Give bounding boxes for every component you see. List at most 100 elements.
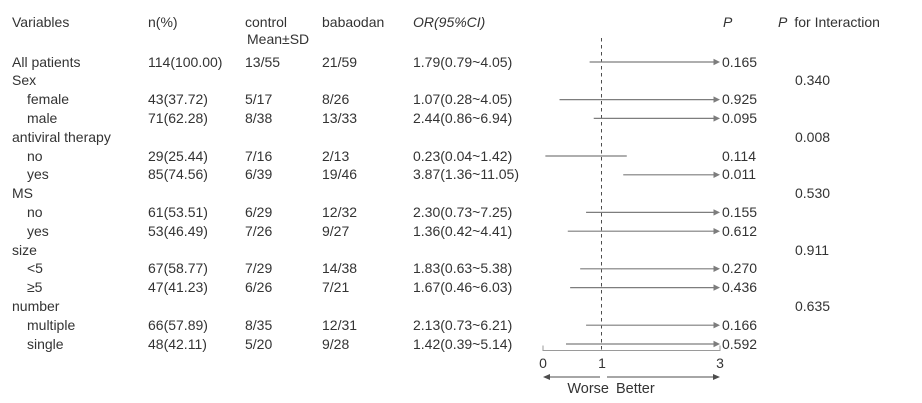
table-row-ms-yes: yes 53(46.49) 7/26 9/27 1.36(0.42~4.41) …: [0, 222, 922, 241]
row-or-ci: 2.13(0.73~6.21): [413, 316, 513, 333]
row-label: number: [12, 297, 60, 314]
row-babaodan-value: 9/28: [322, 335, 350, 352]
row-label: Sex: [12, 72, 37, 89]
column-header-n-pct: n(%): [148, 14, 178, 30]
row-p-value: 0.114: [722, 147, 756, 164]
table-row-male: male 71(62.28) 8/38 13/33 2.44(0.86~6.94…: [0, 109, 922, 128]
row-n-pct: 43(37.72): [148, 91, 208, 108]
table-row-group-number: number 0.635: [0, 297, 922, 316]
row-babaodan-value: 12/32: [322, 203, 358, 220]
row-or-ci: 1.42(0.39~5.14): [413, 335, 513, 352]
row-or-ci: 1.07(0.28~4.05): [413, 91, 513, 108]
row-babaodan-value: 13/33: [322, 109, 358, 126]
column-header-variables: Variables: [12, 14, 70, 30]
row-babaodan-value: 2/13: [322, 147, 350, 164]
column-header-mean-sd: Mean±SD: [247, 31, 310, 47]
row-control-value: 8/35: [245, 316, 273, 333]
worse-label: Worse: [567, 381, 609, 397]
table-row-ms-no: no 61(53.51) 6/29 12/32 2.30(0.73~7.25) …: [0, 203, 922, 222]
row-control-value: 5/20: [245, 335, 273, 352]
row-or-ci: 2.30(0.73~7.25): [413, 203, 513, 220]
row-label: no: [27, 203, 43, 220]
column-header-or-ci: OR(95%CI): [413, 14, 486, 30]
row-or-ci: 1.36(0.42~4.41): [413, 222, 513, 239]
row-label: male: [27, 109, 58, 126]
row-control-value: 7/26: [245, 222, 273, 239]
table-row-number-multiple: multiple 66(57.89) 8/35 12/31 2.13(0.73~…: [0, 316, 922, 335]
row-label: MS: [12, 185, 33, 202]
better-label: Better: [615, 381, 655, 397]
table-row-female: female 43(37.72) 5/17 8/26 1.07(0.28~4.0…: [0, 90, 922, 109]
direction-arrows: [543, 374, 720, 380]
row-p-value: 0.436: [722, 279, 758, 296]
row-or-ci: 2.44(0.86~6.94): [413, 109, 513, 126]
table-row-group-sex: Sex 0.340: [0, 71, 922, 90]
table-row-group-size: size 0.911: [0, 241, 922, 260]
row-n-pct: 61(53.51): [148, 203, 208, 220]
row-babaodan-value: 9/27: [322, 222, 350, 239]
row-n-pct: 85(74.56): [148, 166, 208, 183]
table-row-all-patients: All patients 114(100.00) 13/55 21/59 1.7…: [0, 53, 922, 72]
row-or-ci: 0.23(0.04~1.42): [413, 147, 513, 164]
row-label: female: [27, 91, 70, 108]
table-row-size-ge5: ≥5 47(41.23) 6/26 7/21 1.67(0.46~6.03) 0…: [0, 278, 922, 297]
column-header-control: control: [245, 14, 288, 30]
row-p-value: 0.011: [722, 166, 756, 183]
row-n-pct: 29(25.44): [148, 147, 208, 164]
row-label: no: [27, 147, 43, 164]
row-n-pct: 48(42.11): [148, 335, 207, 352]
row-p-value: 0.166: [722, 316, 758, 333]
row-babaodan-value: 14/38: [322, 260, 358, 277]
x-tick-0: 0: [539, 355, 547, 371]
row-label: ≥5: [27, 279, 43, 296]
row-n-pct: 66(57.89): [148, 316, 208, 333]
row-p-value: 0.592: [722, 335, 758, 352]
table-row-antiviral-no: no 29(25.44) 7/16 2/13 0.23(0.04~1.42) 0…: [0, 147, 922, 166]
row-p-interaction: 0.530: [795, 185, 831, 202]
p-symbol: P: [778, 14, 788, 30]
p-for-interaction-text: for Interaction: [794, 14, 880, 30]
row-label: yes: [27, 166, 49, 183]
x-tick-1: 1: [598, 355, 606, 371]
worse-arrow-head-icon: [543, 374, 550, 380]
table-row-size-lt5: <5 67(58.77) 7/29 14/38 1.83(0.63~5.38) …: [0, 259, 922, 278]
row-n-pct: 53(46.49): [148, 222, 208, 239]
row-or-ci: 1.67(0.46~6.03): [413, 279, 513, 296]
x-tick-3: 3: [716, 355, 724, 371]
row-p-value: 0.155: [722, 203, 758, 220]
row-p-value: 0.165: [722, 53, 758, 70]
row-label: size: [12, 241, 37, 258]
row-label: single: [27, 335, 64, 352]
row-p-interaction: 0.008: [795, 128, 831, 145]
table-row-antiviral-yes: yes 85(74.56) 6/39 19/46 3.87(1.36~11.05…: [0, 165, 922, 184]
row-control-value: 13/55: [245, 53, 281, 70]
direction-labels: Worse Better: [545, 381, 677, 397]
column-header-babaodan: babaodan: [322, 14, 385, 30]
row-label: antiviral therapy: [12, 128, 111, 145]
table-row-group-antiviral-therapy: antiviral therapy 0.008: [0, 128, 922, 147]
row-label: All patients: [12, 53, 81, 70]
row-control-value: 7/16: [245, 147, 273, 164]
row-babaodan-value: 21/59: [322, 53, 358, 70]
row-p-value: 0.612: [722, 222, 758, 239]
row-p-value: 0.095: [722, 109, 758, 126]
row-n-pct: 114(100.00): [148, 53, 223, 70]
row-babaodan-value: 12/31: [322, 316, 358, 333]
row-p-interaction: 0.911: [795, 241, 829, 258]
row-control-value: 8/38: [245, 109, 273, 126]
row-n-pct: 71(62.28): [148, 109, 208, 126]
row-or-ci: 1.83(0.63~5.38): [413, 260, 513, 277]
table-body: All patients 114(100.00) 13/55 21/59 1.7…: [0, 53, 922, 354]
row-p-interaction: 0.635: [795, 297, 831, 314]
row-p-value: 0.925: [722, 91, 758, 108]
row-babaodan-value: 19/46: [322, 166, 358, 183]
row-or-ci: 3.87(1.36~11.05): [413, 166, 519, 183]
row-label: multiple: [27, 316, 76, 333]
row-babaodan-value: 7/21: [322, 279, 350, 296]
row-or-ci: 1.79(0.79~4.05): [413, 53, 513, 70]
row-control-value: 7/29: [245, 260, 273, 277]
row-control-value: 6/26: [245, 279, 273, 296]
column-header-p: P: [723, 14, 733, 30]
row-babaodan-value: 8/26: [322, 91, 350, 108]
